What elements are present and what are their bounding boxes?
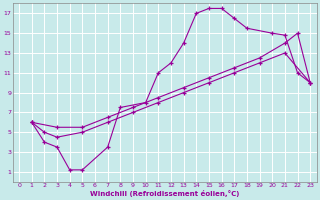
X-axis label: Windchill (Refroidissement éolien,°C): Windchill (Refroidissement éolien,°C) xyxy=(90,190,239,197)
